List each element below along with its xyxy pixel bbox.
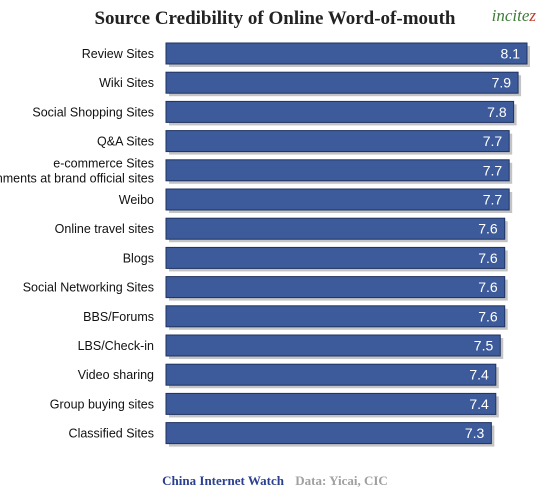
bar-online-travel-sites [165, 217, 506, 240]
data-label-weibo: 7.7 [483, 192, 503, 208]
data-label-bbs-forums: 7.6 [478, 308, 498, 324]
bar-lbs-check-in [165, 334, 501, 357]
category-label-lbs-check-in: LBS/Check-in [78, 339, 154, 353]
data-label-social-shopping-sites: 7.8 [487, 104, 507, 120]
bar-social-shopping-sites [165, 100, 515, 123]
footer: China Internet Watch Data: Yicai, CIC [0, 473, 550, 489]
footer-data-source: Data: Yicai, CIC [295, 473, 388, 488]
bar-weibo [165, 188, 510, 211]
category-label-classified-sites: Classified Sites [69, 427, 154, 441]
category-label-online-travel-sites: Online travel sites [55, 222, 154, 236]
bar-q-a-sites [165, 130, 510, 153]
data-label-classified-sites: 7.3 [465, 425, 485, 441]
category-label-social-shopping-sites: Social Shopping Sites [32, 105, 154, 119]
category-label-bbs-forums: BBS/Forums [83, 310, 154, 324]
category-label-social-networking-sites: Social Networking Sites [23, 281, 154, 295]
bar-bbs-forums [165, 305, 506, 328]
category-label-video-sharing: Video sharing [78, 368, 154, 382]
category-label-e-commerce-sites-line1: e-commerce Sites [53, 156, 154, 170]
data-label-lbs-check-in: 7.5 [474, 338, 494, 354]
chart-title: Source Credibility of Online Word-of-mou… [94, 8, 456, 29]
category-label-q-a-sites: Q&A Sites [97, 135, 154, 149]
data-label-group-buying-sites: 7.4 [469, 396, 489, 412]
bar-chart: 8.1 Review Sites 7.9 Wiki Sites 7.8 Social Sh… [0, 42, 530, 447]
category-label-blogs: Blogs [123, 251, 154, 265]
bar-video-sharing [165, 363, 497, 386]
data-label-review-sites: 8.1 [501, 46, 521, 62]
category-label-weibo: Weibo [119, 193, 154, 207]
bar-review-sites [165, 42, 528, 65]
data-label-online-travel-sites: 7.6 [478, 221, 498, 237]
footer-site-name: China Internet Watch [162, 473, 284, 488]
bar-wiki-sites [165, 71, 519, 94]
category-label-e-commerce-sites-line2: Comments at brand official sites [0, 171, 154, 185]
data-label-blogs: 7.6 [478, 250, 498, 266]
category-label-wiki-sites: Wiki Sites [99, 76, 154, 90]
category-label-review-sites: Review Sites [82, 47, 154, 61]
bar-classified-sites [165, 422, 492, 445]
brand-logo: incitez [491, 6, 536, 25]
data-label-e-commerce-sites: 7.7 [483, 162, 503, 178]
data-label-video-sharing: 7.4 [469, 367, 489, 383]
category-label-group-buying-sites: Group buying sites [50, 397, 154, 411]
data-label-wiki-sites: 7.9 [492, 75, 512, 91]
data-label-q-a-sites: 7.7 [483, 133, 503, 149]
bar-blogs [165, 246, 506, 269]
data-label-social-networking-sites: 7.6 [478, 279, 498, 295]
bar-group-buying-sites [165, 392, 497, 415]
bar-social-networking-sites [165, 276, 506, 299]
bar-e-commerce-sites [165, 159, 510, 182]
